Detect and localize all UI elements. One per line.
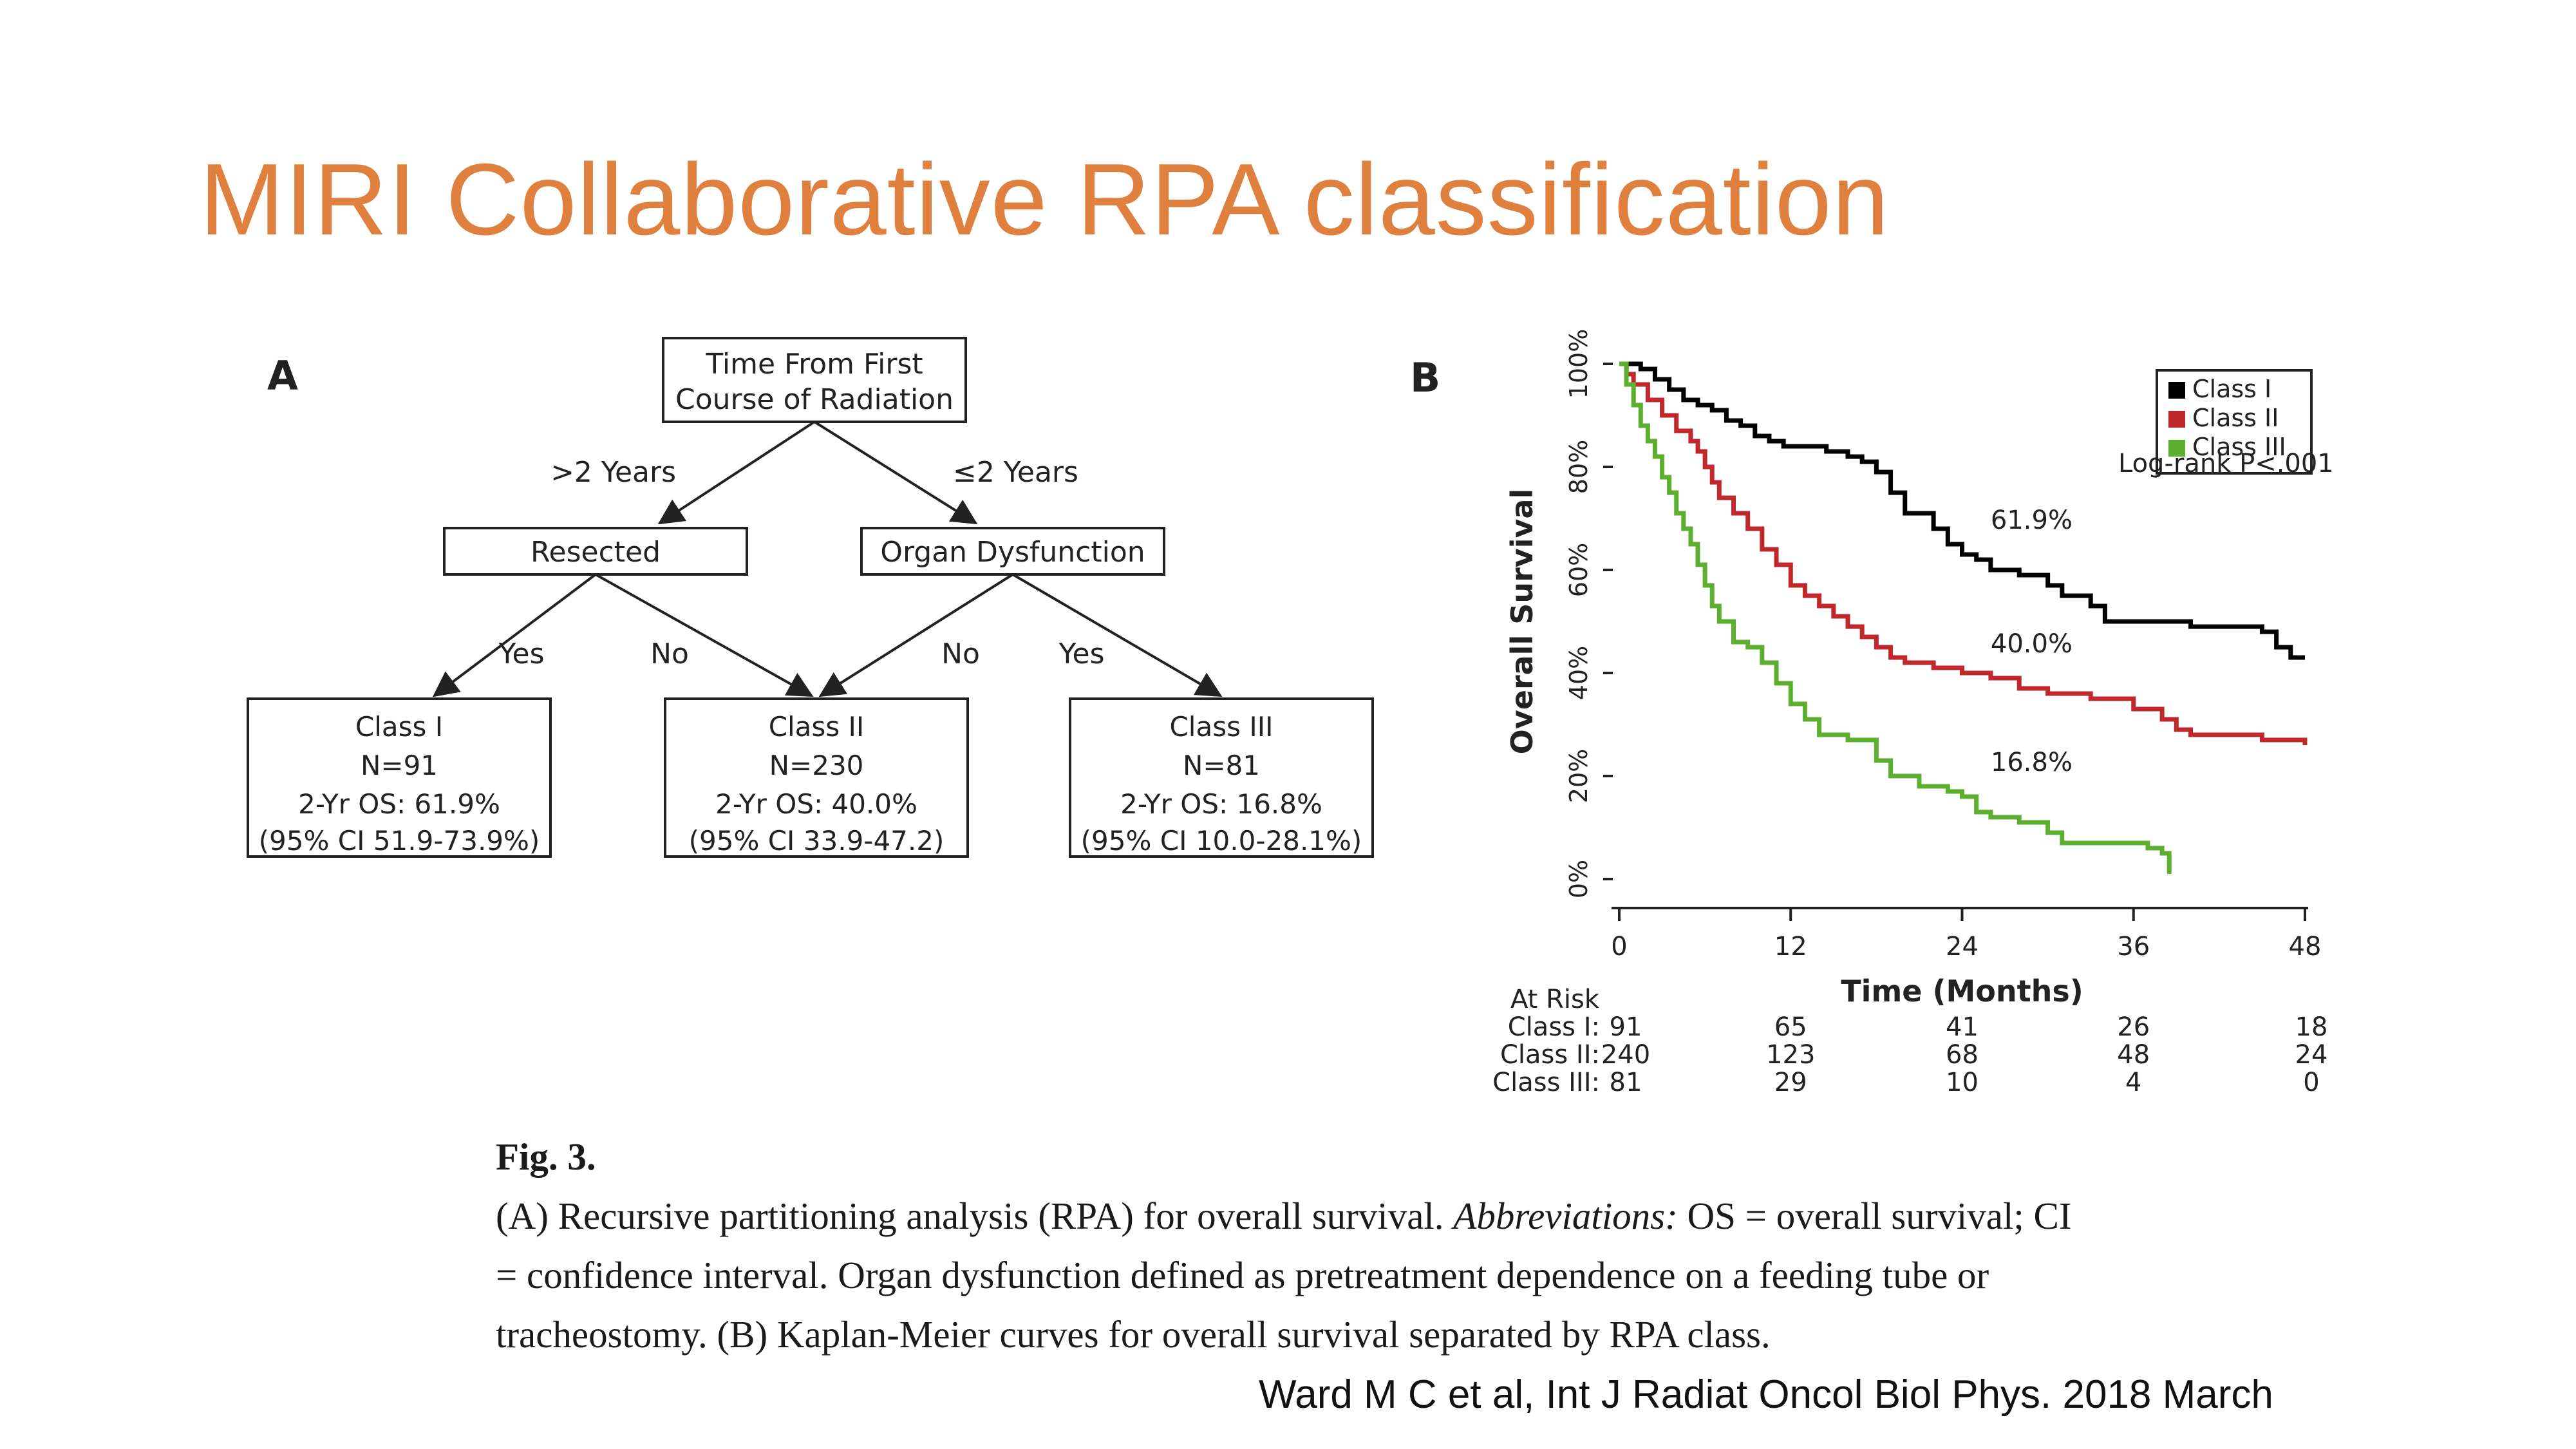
root-node-line-1: Time From First (705, 348, 923, 381)
edge-root-resected (657, 421, 816, 525)
class-1-node (247, 697, 552, 858)
x-axis-title: Time (Months) (1841, 974, 2083, 1009)
at-risk-value: 91 (1610, 1012, 1642, 1042)
x-tick-label: 36 (2117, 932, 2150, 961)
caption-part-2: OS = overall survival; CI = confidence i… (496, 1195, 2072, 1356)
at-risk-row-label: Class III: (1492, 1068, 1600, 1097)
caption-abbrev: Abbreviations: (1453, 1195, 1678, 1237)
class-2-line-3: 2-Yr OS: 40.0% (715, 788, 917, 820)
y-tick-label: 60% (1565, 543, 1593, 597)
caption-part-1: (A) Recursive partitioning analysis (RPA… (496, 1195, 1454, 1237)
at-risk-value: 41 (1946, 1012, 1979, 1042)
logrank-annotation: Log-rank P<.001 (2118, 449, 2334, 478)
edge-root-organ (813, 421, 978, 525)
edge-label-yes-2: Yes (1058, 638, 1104, 670)
x-tick-label: 0 (1611, 932, 1627, 961)
edge-resected-class2 (595, 573, 814, 697)
km-curve-label-3: 16.8% (1991, 748, 2073, 777)
at-risk-value: 81 (1610, 1068, 1642, 1097)
class-1-line-3: 2-Yr OS: 61.9% (298, 788, 500, 820)
class-1-line-4: (95% CI 51.9-73.9%) (259, 825, 540, 857)
legend-swatch-3 (2168, 440, 2185, 457)
panel-b-label: B (1410, 354, 1440, 401)
class-2-line-1: Class II (769, 711, 865, 743)
panel-a-label: A (267, 352, 298, 399)
class-3-line-4: (95% CI 10.0-28.1%) (1081, 825, 1362, 857)
x-tick-label: 12 (1774, 932, 1807, 961)
legend-label-3: Class III (2192, 433, 2286, 461)
at-risk-value: 18 (2295, 1012, 2328, 1042)
at-risk-row-label: Class I: (1508, 1012, 1600, 1042)
class-3-line-2: N=81 (1183, 750, 1260, 781)
root-node (662, 337, 967, 423)
caption-fig-label: Fig. 3. (496, 1135, 596, 1178)
edge-label-no-2: No (941, 638, 980, 670)
citation: Ward M C et al, Int J Radiat Oncol Biol … (1259, 1372, 2273, 1417)
at-risk-value: 48 (2117, 1040, 2150, 1070)
figure-caption: Fig. 3. (A) Recursive partitioning analy… (496, 1127, 2080, 1364)
legend-label-2: Class II (2192, 404, 2279, 432)
km-curve-1 (1619, 361, 2305, 660)
km-curve-2 (1619, 361, 2308, 745)
at-risk-value: 68 (1946, 1040, 1979, 1070)
at-risk-row-label: Class II: (1500, 1040, 1600, 1070)
km-curve-3 (1619, 361, 2172, 874)
at-risk-value: 4 (2125, 1068, 2141, 1097)
edge-resected-class1 (432, 573, 597, 697)
legend-label-1: Class I (2192, 375, 2271, 403)
at-risk-value: 123 (1766, 1040, 1815, 1070)
x-tick-label: 24 (1946, 932, 1979, 961)
edge-label-no-1: No (650, 638, 689, 670)
y-tick-label: 20% (1565, 749, 1593, 803)
at-risk-value: 26 (2117, 1012, 2150, 1042)
legend-swatch-2 (2168, 411, 2185, 428)
rpa-decision-tree: A Time From First Course of Radiation >2… (247, 337, 1374, 858)
edge-label-gt2: >2 Years (550, 456, 676, 489)
y-axis-title: Overall Survival (1505, 489, 1539, 755)
class-3-line-1: Class III (1169, 711, 1273, 743)
edge-label-le2: ≤2 Years (953, 456, 1078, 489)
at-risk-value: 240 (1601, 1040, 1650, 1070)
at-risk-title: At Risk (1510, 985, 1600, 1014)
class-3-node (1069, 697, 1374, 858)
edge-label-yes-1: Yes (498, 638, 544, 670)
y-tick-label: 80% (1565, 440, 1593, 494)
at-risk-value: 65 (1774, 1012, 1807, 1042)
edge-organ-class2 (818, 573, 1014, 697)
root-node-line-2: Course of Radiation (675, 383, 954, 416)
y-tick-label: 100% (1565, 329, 1593, 399)
organ-dysfunction-node-label: Organ Dysfunction (880, 536, 1145, 569)
y-tick-label: 40% (1565, 646, 1593, 700)
km-curve-label-1: 61.9% (1991, 506, 2073, 535)
class-2-line-2: N=230 (769, 750, 864, 781)
at-risk-value: 0 (2303, 1068, 2319, 1097)
class-1-line-2: N=91 (361, 750, 438, 781)
resected-node (443, 527, 748, 576)
at-risk-value: 29 (1774, 1068, 1807, 1097)
class-2-node (664, 697, 969, 858)
class-1-line-1: Class I (355, 711, 443, 743)
edge-organ-class3 (1011, 573, 1223, 697)
y-tick-label: 0% (1565, 860, 1593, 898)
km-curve-label-2: 40.0% (1991, 629, 2073, 659)
x-tick-label: 48 (2289, 932, 2322, 961)
class-3-line-3: 2-Yr OS: 16.8% (1120, 788, 1322, 820)
at-risk-value: 24 (2295, 1040, 2328, 1070)
class-2-line-4: (95% CI 33.9-47.2) (689, 825, 945, 857)
slide-title: MIRI Collaborative RPA classification (200, 143, 1890, 256)
resected-node-label: Resected (531, 536, 661, 569)
legend-swatch-1 (2168, 382, 2185, 399)
at-risk-value: 10 (1946, 1068, 1979, 1097)
